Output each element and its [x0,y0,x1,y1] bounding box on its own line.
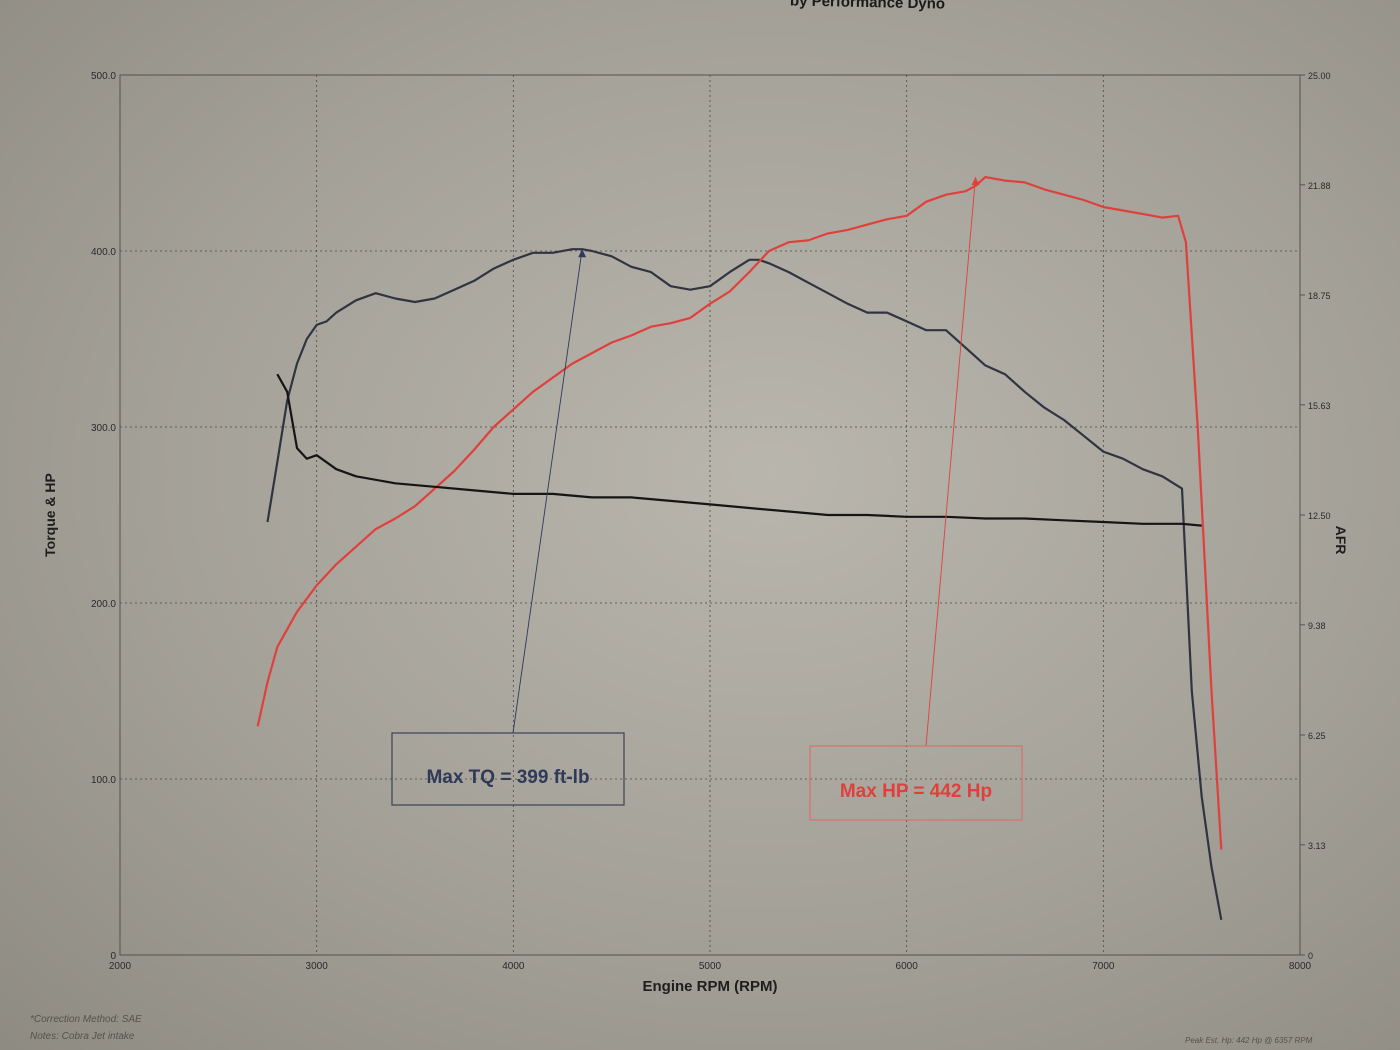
footnote-notes: Notes: Cobra Jet intake [30,1031,135,1042]
x-tick-label: 4000 [502,961,525,972]
x-tick-label: 8000 [1289,961,1312,972]
y-right-tick-label: 12.50 [1308,511,1331,521]
y-right-tick-label: 9.38 [1308,621,1326,631]
x-tick-label: 7000 [1092,961,1115,972]
y-right-tick-label: 3.13 [1308,841,1326,851]
x-tick-label: 2000 [109,961,132,972]
y-left-tick-label: 0 [110,951,116,962]
grid [120,75,1300,955]
x-tick-label: 5000 [699,961,722,972]
series-line-hp [256,176,1223,850]
annotation-leader [925,177,976,747]
annotation-label: Max TQ = 399 ft-lb [426,767,589,788]
y-left-tick-label: 300.0 [91,423,116,434]
annotation-leader [512,249,583,734]
x-tick-label: 6000 [896,961,919,972]
annotation-label: Max HP = 442 Hp [840,781,992,802]
y-left-tick-label: 500.0 [91,71,116,82]
y-right-tick-label: 18.75 [1308,291,1331,301]
footer-peak: Peak Est. Hp: 442 Hp @ 6357 RPM [1185,1036,1313,1045]
y-right-tick-label: 15.63 [1308,401,1331,411]
series-line-torque [266,248,1223,921]
y-right-tick-label: 25.00 [1308,71,1331,81]
footnote-correction: *Correction Method: SAE [30,1014,142,1025]
x-axis-title: Engine RPM (RPM) [643,978,778,995]
axes: 2000 3000 4000 5000 6000 7000 80000100.0200.03… [42,71,1349,995]
y-right-tick-label: 0 [1308,951,1313,961]
annotation-arrowhead [578,249,587,258]
y-left-tick-label: 400.0 [91,247,116,258]
annotation-box [809,745,1023,821]
series-line-afr [276,373,1202,527]
y-right-axis-title: AFR [1333,526,1349,555]
y-left-axis-title: Torque & HP [42,473,58,557]
y-left-tick-label: 200.0 [91,599,116,610]
annotations: Max TQ = 399 ft-lb Max HP = 442 Hp [391,177,1023,821]
annotation-box [391,732,625,806]
annotation-arrowhead [971,177,980,186]
y-left-tick-label: 100.0 [91,775,116,786]
y-right-tick-label: 21.88 [1308,181,1331,191]
y-right-tick-label: 6.25 [1308,731,1326,741]
x-tick-label: 3000 [306,961,329,972]
series [256,176,1223,921]
